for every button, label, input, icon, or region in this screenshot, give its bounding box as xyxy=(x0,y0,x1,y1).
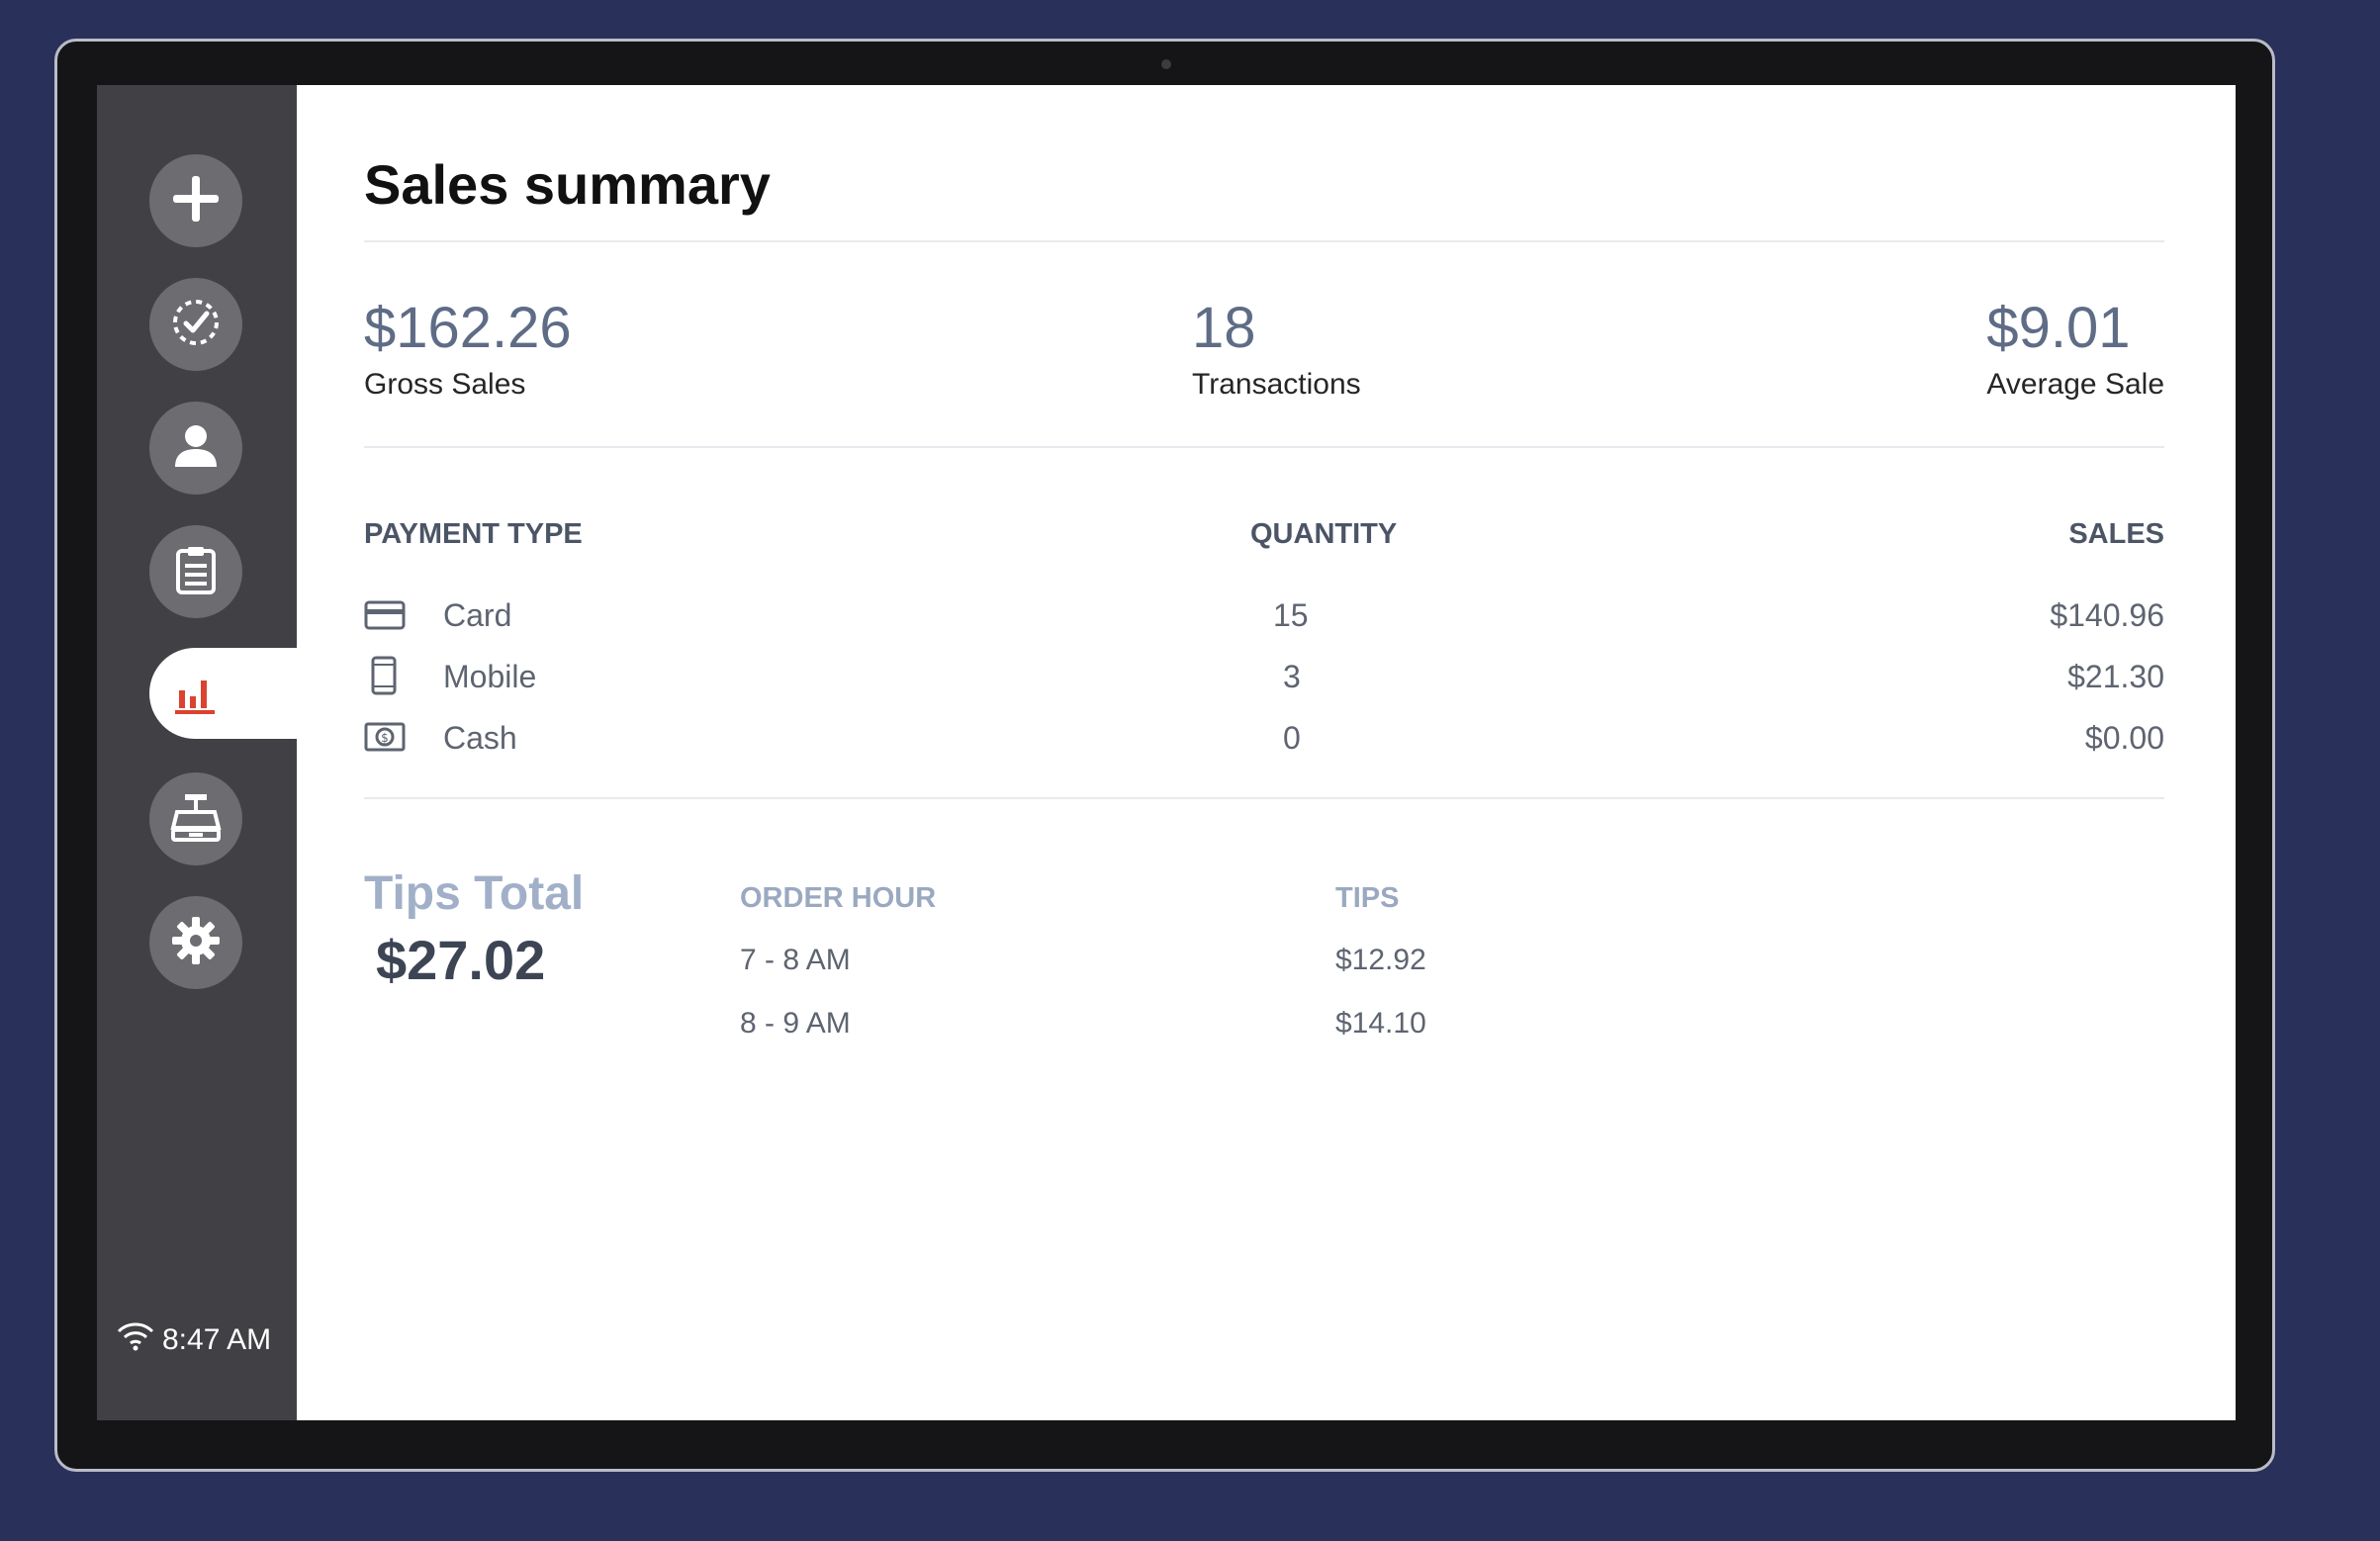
new-sale-button[interactable] xyxy=(149,154,242,247)
page-title: Sales summary xyxy=(364,153,771,216)
reports-button[interactable] xyxy=(149,648,297,739)
payment-sales: $140.96 xyxy=(2050,597,2164,633)
payment-sales: $21.30 xyxy=(2067,659,2164,694)
order-hour-header: ORDER HOUR xyxy=(740,882,937,914)
payment-quantity: 15 xyxy=(1273,597,1309,633)
orders-button[interactable] xyxy=(149,525,242,618)
tips-total-value: $27.02 xyxy=(376,929,546,991)
transactions-label: Transactions xyxy=(1192,368,1361,401)
gross-sales-stat: $162.26 Gross Sales xyxy=(364,295,572,402)
sales-summary-panel: Sales summary $162.26 Gross Sales 18 Tra… xyxy=(364,85,2164,1420)
tips-header: TIPS xyxy=(1335,882,1400,914)
divider xyxy=(364,446,2164,448)
gear-icon xyxy=(168,913,224,973)
gross-sales-value: $162.26 xyxy=(364,296,572,360)
user-icon xyxy=(169,419,223,478)
payment-type-name: Card xyxy=(443,597,512,633)
payment-quantity: 3 xyxy=(1283,659,1301,694)
wifi-icon xyxy=(117,1321,154,1359)
svg-text:$: $ xyxy=(381,731,389,745)
credit-card-icon xyxy=(364,599,406,636)
tips-amount: $14.10 xyxy=(1335,1007,1426,1040)
bar-chart-icon xyxy=(173,667,223,721)
cash-register-icon xyxy=(167,788,225,851)
clock-time: 8:47 AM xyxy=(162,1323,272,1356)
sales-header: SALES xyxy=(2068,518,2164,550)
mobile-phone-icon xyxy=(370,656,398,700)
order-hour: 7 - 8 AM xyxy=(740,944,851,976)
payment-type-header: PAYMENT TYPE xyxy=(364,518,583,550)
status-clock: 8:47 AM xyxy=(117,1321,271,1359)
order-hour: 8 - 9 AM xyxy=(740,1007,851,1040)
tips-total-title: Tips Total xyxy=(364,867,585,920)
transactions-button[interactable] xyxy=(149,278,242,371)
payment-quantity: 0 xyxy=(1283,720,1301,756)
payment-type-name: Cash xyxy=(443,720,517,756)
register-button[interactable] xyxy=(149,772,242,865)
tips-amount: $12.92 xyxy=(1335,944,1426,976)
average-sale-stat: $9.01 Average Sale xyxy=(1986,295,2164,402)
payment-type-name: Mobile xyxy=(443,659,537,694)
cash-icon: $ xyxy=(364,722,406,757)
front-camera xyxy=(1161,59,1171,69)
payment-sales: $0.00 xyxy=(2084,720,2164,756)
average-sale-label: Average Sale xyxy=(1986,368,2164,401)
divider xyxy=(364,240,2164,242)
plus-icon xyxy=(169,172,223,230)
gross-sales-label: Gross Sales xyxy=(364,368,526,401)
transactions-value: 18 xyxy=(1192,296,1256,360)
customers-button[interactable] xyxy=(149,402,242,495)
screen: 8:47 AM Sales summary $162.26 Gross Sale… xyxy=(97,85,2236,1420)
tablet-device: 8:47 AM Sales summary $162.26 Gross Sale… xyxy=(54,39,2275,1472)
quantity-header: QUANTITY xyxy=(1250,518,1398,550)
divider xyxy=(364,797,2164,799)
average-sale-value: $9.01 xyxy=(1986,296,2131,360)
sidebar: 8:47 AM xyxy=(97,85,297,1420)
settings-button[interactable] xyxy=(149,896,242,989)
clipboard-icon xyxy=(169,543,223,601)
check-circle-icon xyxy=(169,296,223,354)
transactions-stat: 18 Transactions xyxy=(1192,295,1361,402)
